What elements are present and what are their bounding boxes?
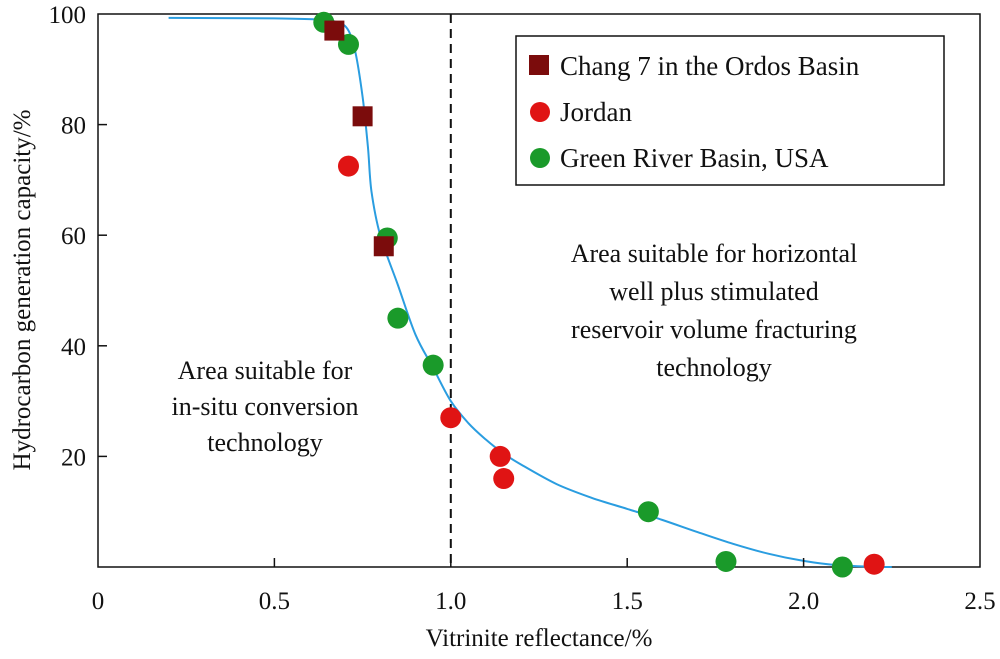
x-tick-label: 2.5 [964, 588, 995, 615]
legend-box [515, 35, 945, 186]
legend-label-green-river: Green River Basin, USA [560, 143, 829, 173]
legend-marker-green-river [530, 148, 550, 168]
legend-label-jordan: Jordan [560, 97, 632, 127]
y-tick-label: 100 [49, 2, 87, 29]
data-point-jordan [337, 155, 359, 177]
annotation-left-line: in-situ conversion [171, 392, 358, 421]
x-tick-label: 0 [92, 588, 105, 615]
legend-label-chang7: Chang 7 in the Ordos Basin [560, 51, 860, 81]
data-point-jordan [440, 407, 462, 429]
x-tick-label: 0.5 [259, 588, 290, 615]
data-points [313, 11, 885, 578]
data-point-chang7 [373, 236, 394, 257]
legend-marker-chang7 [529, 55, 549, 75]
x-tick-label: 2.0 [788, 588, 819, 615]
data-point-green-river [422, 354, 444, 376]
data-point-jordan [489, 445, 511, 467]
annotation-right-line: well plus stimulated [609, 277, 818, 306]
data-point-green-river [715, 550, 737, 572]
data-point-green-river [831, 556, 853, 578]
data-point-green-river [637, 501, 659, 523]
annotation-left-line: technology [207, 428, 323, 457]
annotation-right: Area suitable for horizontal well plus s… [571, 239, 858, 382]
legend-marker-jordan [530, 102, 550, 122]
y-axis-ticks: 20 40 60 80 100 [49, 2, 107, 471]
data-point-jordan [863, 553, 885, 575]
annotation-right-line: reservoir volume fracturing [571, 315, 857, 344]
annotation-left: Area suitable for in-situ conversion tec… [171, 356, 358, 457]
annotation-right-line: technology [656, 353, 772, 382]
data-point-chang7 [324, 20, 345, 41]
data-point-chang7 [352, 106, 373, 127]
data-point-jordan [493, 468, 515, 490]
y-axis-title: Hydrocarbon generation capacity/% [9, 110, 36, 471]
x-axis-ticks: 0 0.5 1.0 1.5 2.0 2.5 [92, 558, 996, 615]
plot-frame [97, 13, 981, 568]
data-point-green-river [387, 307, 409, 329]
x-tick-label: 1.5 [612, 588, 643, 615]
x-tick-label: 1.0 [435, 588, 466, 615]
y-tick-label: 20 [61, 444, 86, 471]
y-tick-label: 60 [61, 223, 86, 250]
y-tick-label: 80 [61, 113, 86, 140]
annotation-right-line: Area suitable for horizontal [571, 239, 858, 268]
annotation-left-line: Area suitable for [178, 356, 353, 385]
x-axis-title: Vitrinite reflectance/% [426, 625, 653, 652]
y-tick-label: 40 [61, 334, 86, 361]
legend: Chang 7 in the Ordos Basin Jordan Green … [515, 35, 945, 186]
